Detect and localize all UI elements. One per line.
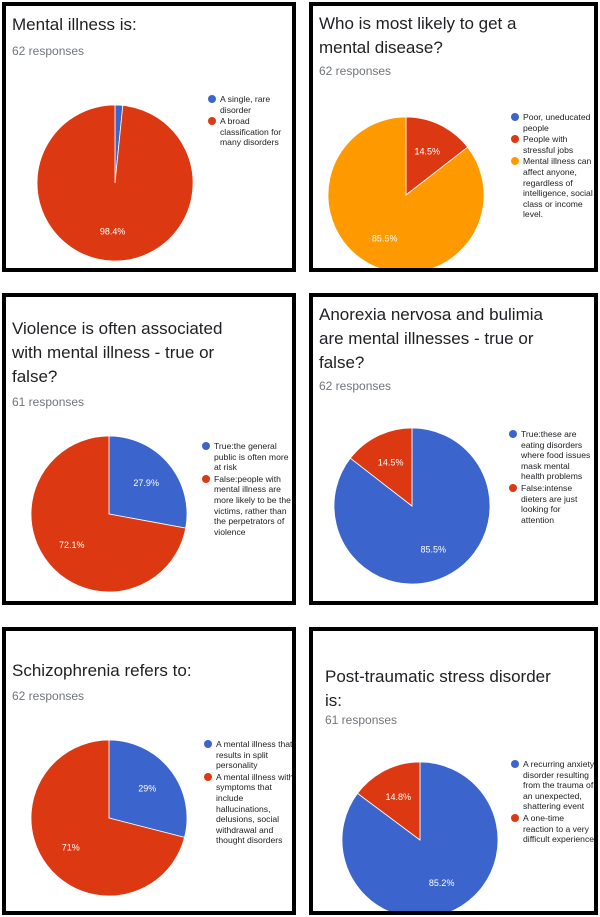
chart-title: Violence is often associated with mental… bbox=[12, 319, 223, 386]
pie-slice bbox=[349, 427, 413, 507]
legend-label: A one-time reaction to a very difficult … bbox=[523, 812, 595, 845]
chart-legend: A single, rare disorder A broad classific… bbox=[208, 94, 292, 149]
legend-item: True:the general public is often more at… bbox=[202, 441, 292, 473]
legend-item: Poor, uneducated people bbox=[511, 112, 594, 133]
pie-chart: 85.2% 14.8% bbox=[341, 761, 499, 911]
slice-label: 14.5% bbox=[415, 147, 441, 157]
chart-title: Who is most likely to get a mental disea… bbox=[319, 14, 517, 57]
chart-title: Anorexia nervosa and bulimia are mental … bbox=[319, 305, 543, 372]
chart-legend: True:these are eating disorders where fo… bbox=[509, 429, 594, 526]
legend-label: True:these are eating disorders where fo… bbox=[521, 429, 591, 482]
slice-label: 27.9% bbox=[133, 478, 159, 488]
legend-swatch bbox=[204, 772, 212, 781]
pie-slice bbox=[341, 761, 499, 911]
pie-slice bbox=[30, 435, 187, 593]
slice-label: 85.5% bbox=[372, 233, 398, 243]
legend-swatch bbox=[511, 157, 519, 166]
legend-swatch bbox=[204, 740, 212, 748]
legend-label: Mental illness can affect anyone, regard… bbox=[523, 156, 593, 220]
pie-slice bbox=[405, 116, 469, 196]
response-count: 62 responses bbox=[319, 379, 392, 393]
chart-legend: Poor, uneducated people People with stres… bbox=[511, 112, 594, 221]
legend-swatch bbox=[511, 135, 519, 144]
pie-chart: 27.9% 72.1% bbox=[30, 435, 188, 593]
legend-item: A broad classification for many disorder… bbox=[208, 116, 292, 148]
slice-label: 98.4% bbox=[100, 226, 126, 236]
legend-label: False:people with mental illness are mor… bbox=[214, 473, 291, 537]
legend-item: People with stressful jobs bbox=[511, 134, 594, 155]
slice-label: 14.8% bbox=[386, 792, 412, 802]
pie-chart: 29% 71% bbox=[30, 739, 188, 897]
response-count: 62 responses bbox=[319, 64, 392, 78]
legend-item: A one-time reaction to a very difficult … bbox=[511, 812, 595, 845]
legend-label: False:intense dieters are just looking f… bbox=[521, 482, 578, 525]
slice-label: 29% bbox=[138, 783, 156, 793]
legend-label: True:the general public is often more at… bbox=[214, 441, 289, 473]
response-count: 61 responses bbox=[325, 713, 398, 727]
legend-item: False:intense dieters are just looking f… bbox=[509, 482, 594, 525]
pie-slice bbox=[333, 427, 491, 585]
response-count: 61 responses bbox=[12, 395, 85, 409]
legend-label: A broad classification for many disorder… bbox=[220, 116, 282, 148]
pie-slice bbox=[36, 104, 194, 262]
chart-title: Schizophrenia refers to: bbox=[12, 661, 192, 680]
legend-swatch bbox=[509, 430, 517, 438]
legend-item: False:people with mental illness are mor… bbox=[202, 474, 292, 538]
legend-item: A recurring anxiety disorder resulting f… bbox=[511, 759, 595, 812]
chart-title: Post-traumatic stress disorder is: bbox=[325, 667, 551, 710]
pie-chart: 85.5% 14.5% bbox=[333, 427, 491, 585]
chart-legend: True:the general public is often more at… bbox=[202, 441, 292, 538]
slice-label: 85.5% bbox=[421, 544, 447, 554]
legend-swatch bbox=[511, 813, 519, 822]
chart-card-violence: Violence is often associated with mental… bbox=[2, 293, 296, 605]
pie-slice bbox=[108, 435, 188, 529]
response-count: 62 responses bbox=[12, 44, 85, 58]
pie-slice bbox=[356, 761, 421, 841]
pie-slice bbox=[108, 739, 188, 838]
slice-label: 72.1% bbox=[59, 540, 85, 550]
legend-item: A single, rare disorder bbox=[208, 94, 292, 115]
chart-legend: A recurring anxiety disorder resulting f… bbox=[511, 759, 595, 846]
response-count: 62 responses bbox=[12, 689, 85, 703]
pie-slice bbox=[327, 116, 485, 268]
chart-card-mental-illness-is: Mental illness is: 62 responses 98.4% A … bbox=[2, 2, 296, 272]
legend-label: People with stressful jobs bbox=[523, 134, 574, 155]
legend-label: A single, rare disorder bbox=[220, 94, 271, 115]
legend-item: Mental illness can affect anyone, regard… bbox=[511, 156, 594, 220]
pie-chart: 14.5% 85.5% bbox=[327, 116, 485, 268]
legend-swatch bbox=[208, 95, 216, 103]
slice-label: 14.5% bbox=[378, 458, 404, 468]
legend-label: Poor, uneducated people bbox=[523, 112, 591, 133]
slice-label: 85.2% bbox=[429, 878, 455, 888]
legend-item: A mental illness with symptoms that incl… bbox=[204, 771, 294, 846]
pie-slice bbox=[30, 739, 186, 897]
legend-label: A recurring anxiety disorder resulting f… bbox=[523, 759, 595, 812]
chart-card-anorexia-bulimia: Anorexia nervosa and bulimia are mental … bbox=[309, 293, 598, 605]
legend-swatch bbox=[509, 483, 517, 492]
chart-card-schizophrenia: Schizophrenia refers to: 62 responses 29… bbox=[2, 627, 296, 915]
pie-chart: 98.4% bbox=[36, 104, 194, 262]
legend-swatch bbox=[202, 474, 210, 483]
legend-swatch bbox=[511, 113, 519, 121]
chart-legend: A mental illness that results in split p… bbox=[204, 739, 294, 847]
legend-label: A mental illness with symptoms that incl… bbox=[216, 771, 294, 846]
chart-card-ptsd: Post-traumatic stress disorder is: 61 re… bbox=[309, 627, 598, 915]
chart-title: Mental illness is: bbox=[12, 15, 137, 34]
legend-label: A mental illness that results in split p… bbox=[216, 739, 293, 771]
legend-swatch bbox=[208, 117, 216, 126]
legend-swatch bbox=[202, 442, 210, 450]
legend-item: A mental illness that results in split p… bbox=[204, 739, 293, 771]
legend-swatch bbox=[511, 760, 519, 768]
slice-label: 71% bbox=[62, 843, 80, 853]
legend-item: True:these are eating disorders where fo… bbox=[509, 429, 594, 482]
chart-card-who-most-likely: Who is most likely to get a mental disea… bbox=[309, 2, 598, 272]
